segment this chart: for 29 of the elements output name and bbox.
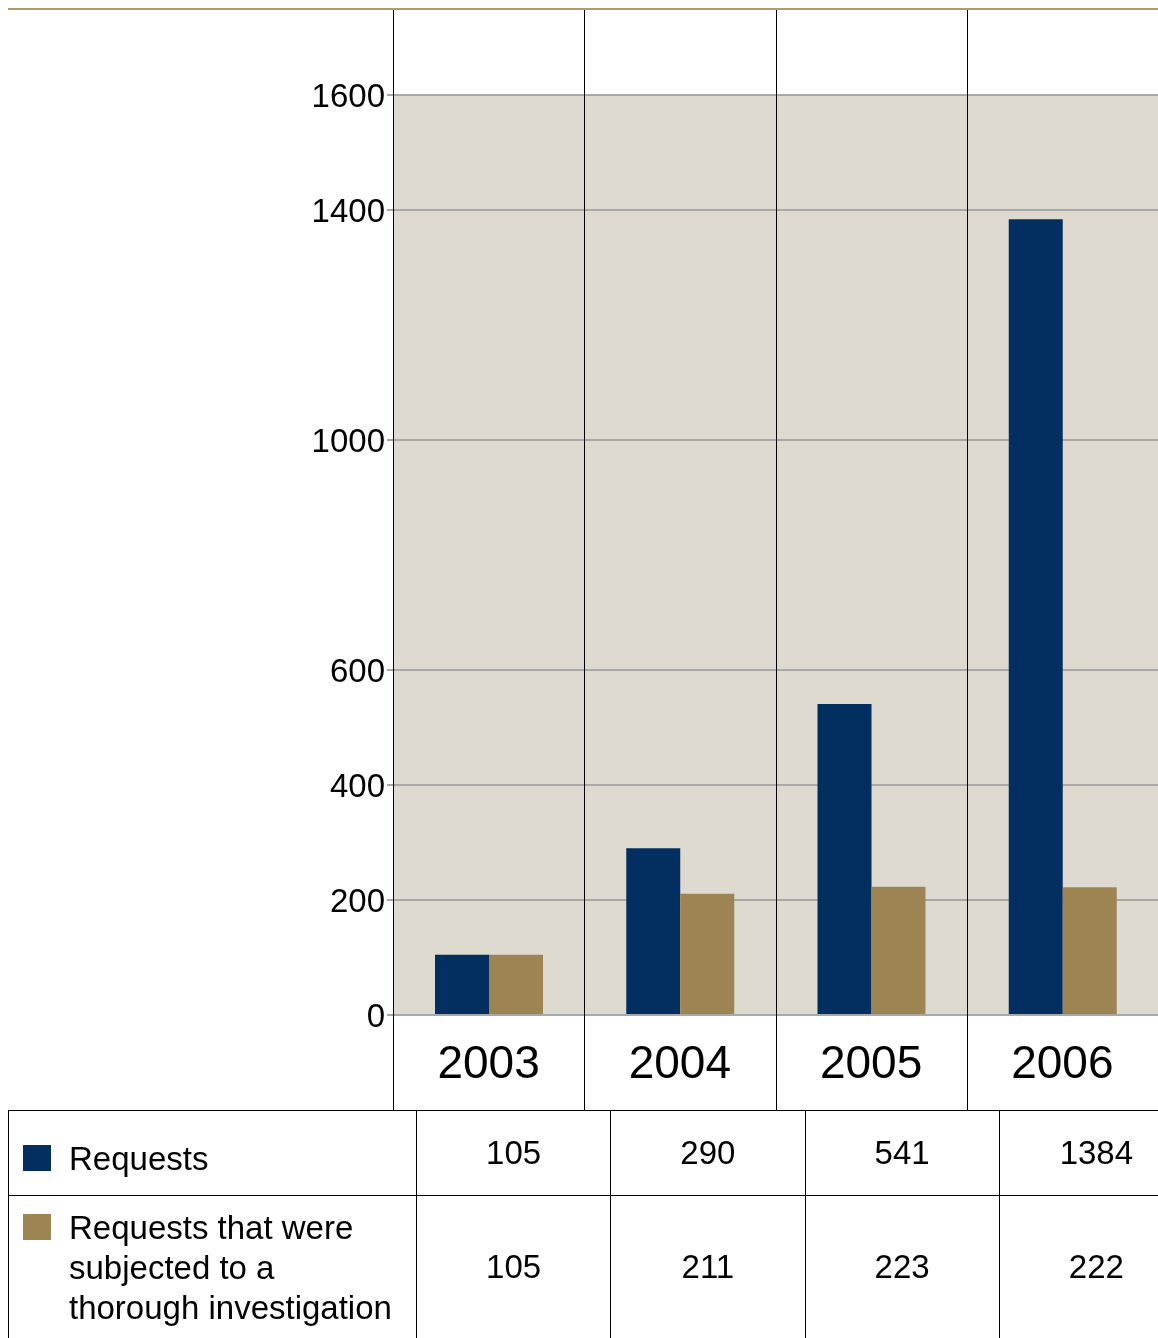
data-label: 1384: [999, 1110, 1158, 1196]
y-tick-label: 1400: [311, 191, 385, 229]
bar: [680, 893, 735, 1015]
data-label: 290: [610, 1110, 805, 1196]
bar: [1062, 887, 1117, 1015]
bar: [871, 886, 926, 1015]
y-tick-label: 0: [366, 996, 385, 1034]
legend-label: Requests: [69, 1139, 209, 1179]
bar: [489, 954, 543, 1015]
y-tick-label: 400: [329, 766, 385, 804]
x-tick-label: 2003: [437, 1035, 540, 1088]
data-label: 541: [805, 1110, 1000, 1196]
data-label: 211: [610, 1195, 805, 1338]
bar: [435, 954, 489, 1015]
y-tick-label: 600: [329, 651, 385, 689]
data-label: 223: [805, 1195, 1000, 1338]
bar: [626, 848, 681, 1015]
y-tick-label: 200: [329, 881, 385, 919]
x-tick-label: 2006: [1011, 1035, 1114, 1088]
data-label: 222: [999, 1195, 1158, 1338]
bar: [817, 703, 872, 1015]
data-label: 105: [416, 1110, 611, 1196]
y-tick-label: 1600: [311, 76, 385, 114]
bar: [1008, 219, 1063, 1015]
y-tick-label: 1000: [311, 421, 385, 459]
data-label: 105: [416, 1195, 611, 1338]
x-tick-label: 2004: [628, 1035, 732, 1088]
x-tick-label: 2005: [819, 1035, 923, 1088]
legend-label: Requests that were subjected to a thorough investigation: [69, 1208, 393, 1328]
